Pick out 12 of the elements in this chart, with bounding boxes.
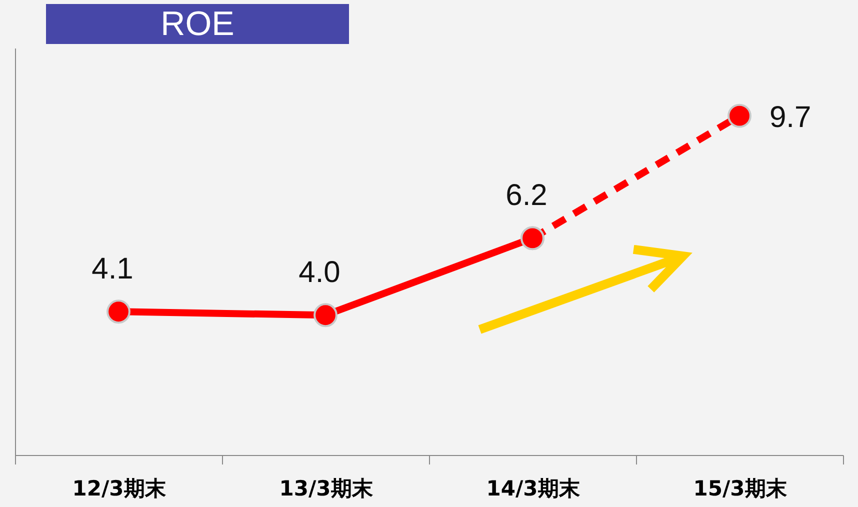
point xyxy=(106,300,130,324)
data-label: 4.0 xyxy=(298,256,340,290)
data-label: 6.2 xyxy=(506,179,548,212)
point xyxy=(314,303,338,328)
data-label: 9.7 xyxy=(770,100,812,134)
x-tick-label: 15/3期末 xyxy=(693,476,788,500)
x-tick-label: 14/3期末 xyxy=(486,476,581,500)
x-tick-label: 13/3期末 xyxy=(279,476,374,500)
point xyxy=(728,104,752,128)
chart-title: ROE xyxy=(46,4,349,44)
data-label: 4.1 xyxy=(92,252,134,286)
x-tick-label: 12/3期末 xyxy=(72,476,167,500)
